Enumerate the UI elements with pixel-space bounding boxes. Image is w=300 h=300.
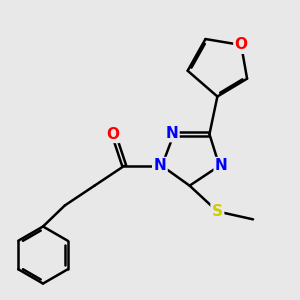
Text: N: N <box>215 158 228 173</box>
Text: N: N <box>154 158 166 173</box>
Text: O: O <box>235 38 248 52</box>
Text: S: S <box>212 204 223 219</box>
Text: O: O <box>106 127 119 142</box>
Text: N: N <box>165 126 178 141</box>
